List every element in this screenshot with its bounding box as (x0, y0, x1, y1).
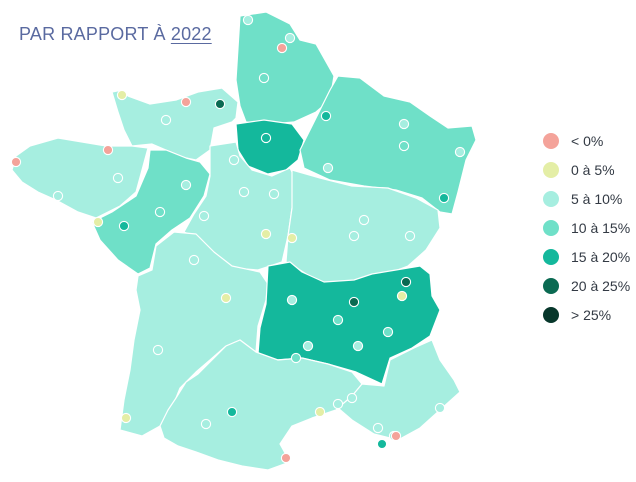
cities-layer (10, 14, 466, 464)
city-marker[interactable] (188, 254, 200, 266)
city-marker[interactable] (382, 326, 394, 338)
legend-item[interactable]: 10 à 15% (543, 213, 630, 242)
city-marker[interactable] (286, 232, 298, 244)
legend-item[interactable]: 5 à 10% (543, 184, 630, 213)
city-marker[interactable] (398, 140, 410, 152)
region-grand-est[interactable] (299, 75, 477, 215)
city-marker[interactable] (92, 216, 104, 228)
legend-item[interactable]: < 0% (543, 126, 630, 155)
title-year-link[interactable]: 2022 (170, 24, 212, 44)
legend-swatch (543, 161, 559, 178)
legend-swatch (543, 306, 559, 323)
title-prefix: PAR RAPPORT À (19, 24, 171, 44)
city-marker[interactable] (200, 418, 212, 430)
city-marker[interactable] (290, 352, 302, 364)
city-marker[interactable] (214, 98, 226, 110)
city-marker[interactable] (242, 14, 254, 26)
city-marker[interactable] (228, 154, 240, 166)
city-marker[interactable] (302, 340, 314, 352)
city-marker[interactable] (286, 294, 298, 306)
city-marker[interactable] (260, 132, 272, 144)
city-marker[interactable] (152, 344, 164, 356)
city-marker[interactable] (358, 214, 370, 226)
city-marker[interactable] (396, 290, 408, 302)
legend-swatch (543, 277, 559, 294)
region-normandie[interactable] (111, 87, 239, 161)
city-marker[interactable] (376, 438, 388, 450)
region-hauts-de-france[interactable] (235, 11, 335, 125)
city-marker[interactable] (238, 186, 250, 198)
city-marker[interactable] (226, 406, 238, 418)
city-marker[interactable] (284, 32, 296, 44)
city-marker[interactable] (120, 412, 132, 424)
city-marker[interactable] (198, 210, 210, 222)
city-marker[interactable] (390, 430, 402, 442)
city-marker[interactable] (220, 292, 232, 304)
legend-swatch (543, 248, 559, 265)
city-marker[interactable] (180, 179, 192, 191)
legend-label: 20 à 25% (571, 277, 631, 294)
city-marker[interactable] (154, 206, 166, 218)
city-marker[interactable] (160, 114, 172, 126)
legend-label: 15 à 20% (571, 248, 631, 265)
city-marker[interactable] (52, 190, 64, 202)
legend-item[interactable]: 0 à 5% (543, 155, 630, 184)
city-marker[interactable] (116, 89, 128, 101)
map-title: PAR RAPPORT À 2022 (19, 24, 212, 45)
city-marker[interactable] (102, 144, 114, 156)
city-marker[interactable] (280, 452, 292, 464)
region-pays-de-la-loire[interactable] (91, 149, 211, 275)
city-marker[interactable] (438, 192, 450, 204)
legend-item[interactable]: 15 à 20% (543, 242, 630, 271)
legend-swatch (543, 219, 559, 236)
legend-label: < 0% (571, 132, 604, 149)
legend-label: 5 à 10% (571, 190, 623, 207)
city-marker[interactable] (372, 422, 384, 434)
region-centre-val-de-loire[interactable] (183, 141, 299, 271)
city-marker[interactable] (454, 146, 466, 158)
city-marker[interactable] (332, 398, 344, 410)
city-marker[interactable] (348, 230, 360, 242)
region-ile-de-france[interactable] (235, 119, 305, 175)
legend-swatch (543, 190, 559, 207)
legend-item[interactable]: > 25% (543, 300, 630, 329)
city-marker[interactable] (434, 402, 446, 414)
region-bretagne[interactable] (11, 137, 149, 219)
city-marker[interactable] (112, 172, 124, 184)
city-marker[interactable] (322, 162, 334, 174)
legend: < 0% 0 à 5% 5 à 10% 10 à 15% 15 à 20% 20 à 25… (543, 126, 630, 329)
city-marker[interactable] (346, 392, 358, 404)
regions-layer (11, 11, 477, 471)
legend-item[interactable]: 20 à 25% (543, 271, 630, 300)
city-marker[interactable] (258, 72, 270, 84)
legend-swatch (543, 132, 559, 149)
city-marker[interactable] (352, 340, 364, 352)
region-provence-alpes-cote-d-azur[interactable] (337, 339, 461, 441)
legend-label: 10 à 15% (571, 219, 631, 236)
city-marker[interactable] (276, 42, 288, 54)
city-marker[interactable] (180, 96, 192, 108)
city-marker[interactable] (320, 110, 332, 122)
legend-label: > 25% (571, 306, 612, 323)
city-marker[interactable] (332, 314, 344, 326)
city-marker[interactable] (404, 230, 416, 242)
city-marker[interactable] (10, 156, 22, 168)
legend-label: 0 à 5% (571, 161, 615, 178)
city-marker[interactable] (398, 118, 410, 130)
city-marker[interactable] (118, 220, 130, 232)
city-marker[interactable] (260, 228, 272, 240)
city-marker[interactable] (314, 406, 326, 418)
city-marker[interactable] (348, 296, 360, 308)
city-marker[interactable] (400, 276, 412, 288)
region-occitanie[interactable] (159, 339, 363, 471)
city-marker[interactable] (268, 188, 280, 200)
